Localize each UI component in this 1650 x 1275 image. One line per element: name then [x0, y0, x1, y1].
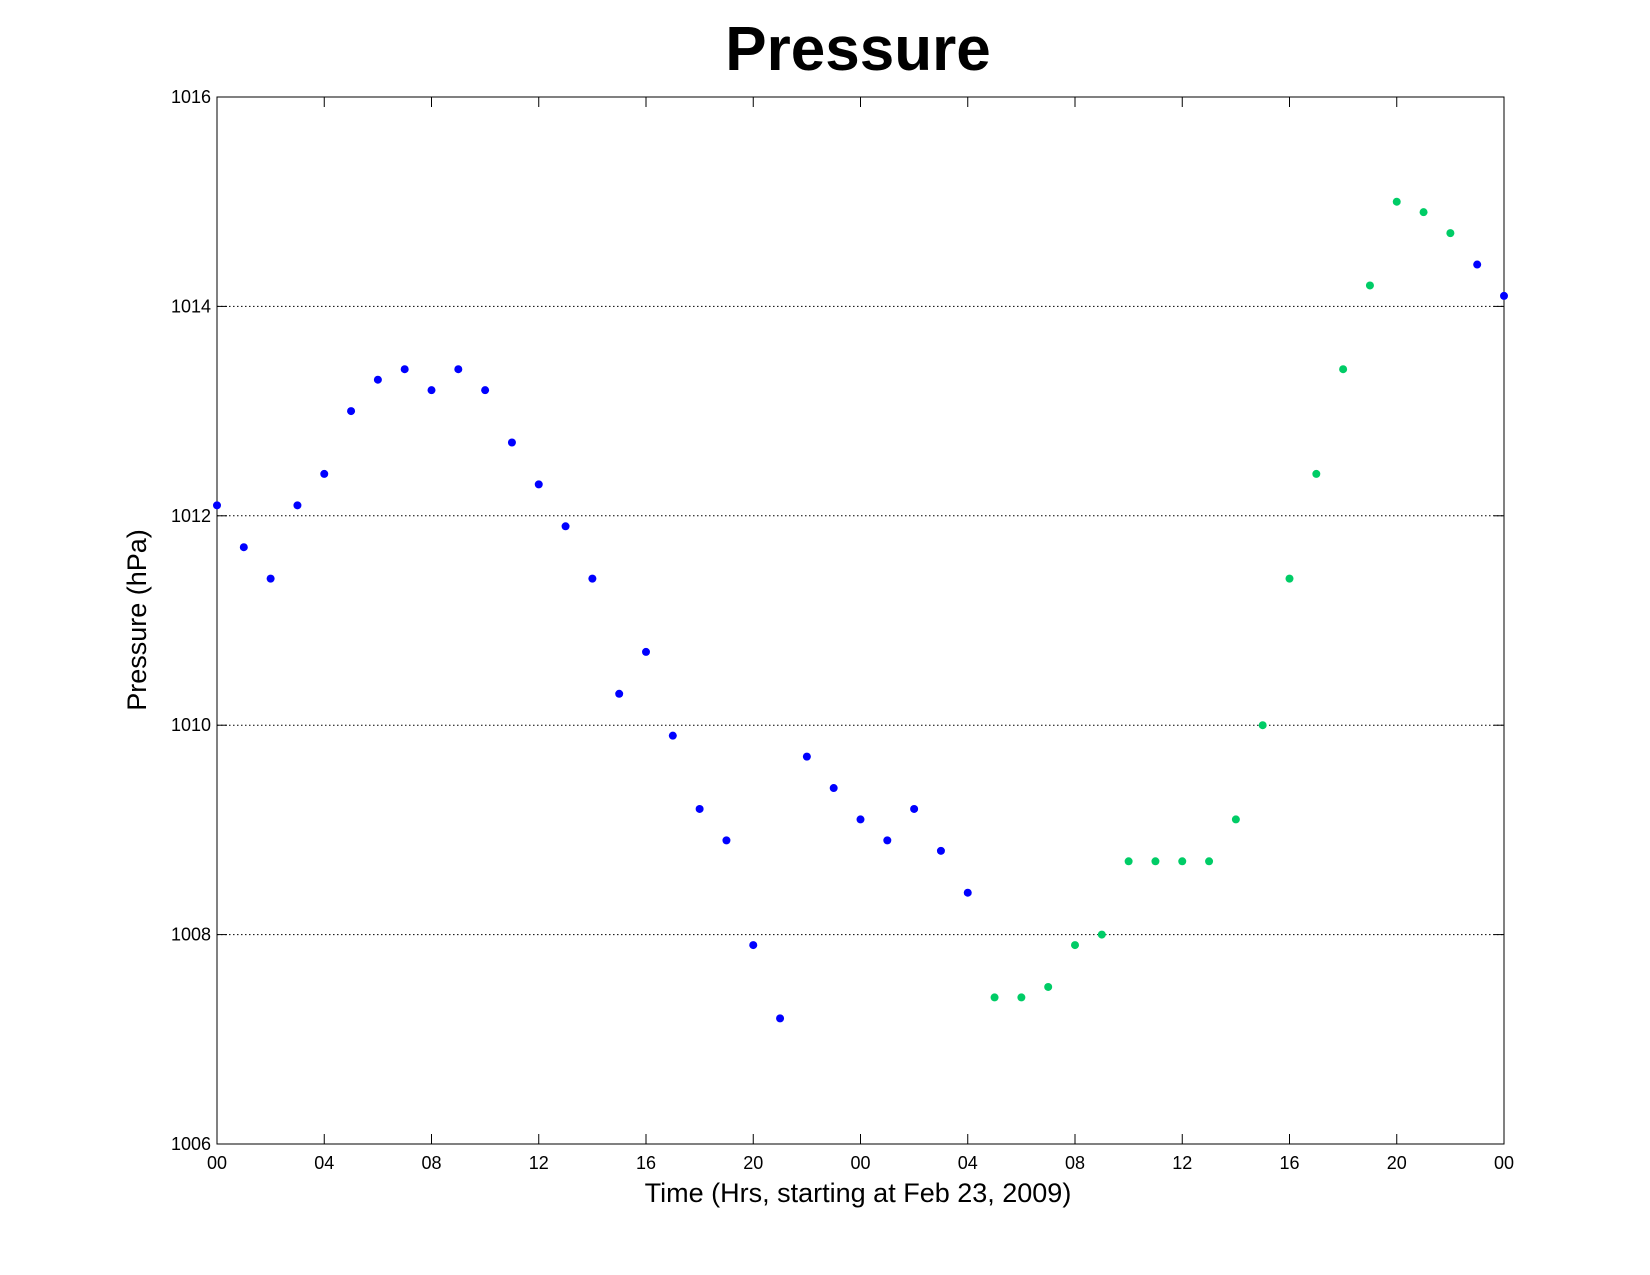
- data-point-series-1: [454, 365, 463, 374]
- data-point-series-2: [1446, 229, 1455, 238]
- data-point-series-2: [1285, 574, 1294, 583]
- data-point-series-1: [856, 815, 865, 824]
- x-tick-label: 20: [743, 1153, 763, 1173]
- data-point-series-2: [1419, 208, 1428, 217]
- data-point-series-2: [1044, 982, 1053, 991]
- data-point-series-1: [883, 836, 892, 845]
- data-point-series-1: [1500, 291, 1508, 300]
- data-point-series-1: [373, 375, 382, 384]
- data-point-series-1: [293, 501, 302, 510]
- x-tick-label: 16: [1279, 1153, 1299, 1173]
- data-point-series-1: [507, 438, 516, 447]
- data-point-series-1: [1473, 260, 1482, 269]
- data-point-series-1: [320, 469, 329, 478]
- data-point-series-2: [1231, 815, 1240, 824]
- data-point-series-2: [1017, 993, 1026, 1002]
- data-point-series-1: [266, 574, 275, 583]
- y-tick-label: 1012: [171, 506, 211, 526]
- data-point-series-1: [481, 386, 490, 395]
- x-tick-label: 08: [1065, 1153, 1085, 1173]
- x-tick-label: 00: [850, 1153, 870, 1173]
- y-tick-label: 1014: [171, 296, 211, 316]
- chart-title: Pressure: [725, 15, 990, 84]
- data-point-series-2: [1124, 857, 1133, 866]
- data-point-series-2: [1071, 941, 1079, 950]
- data-point-series-1: [534, 480, 543, 489]
- data-point-series-1: [963, 888, 972, 897]
- data-point-series-2: [1178, 857, 1187, 866]
- x-tick-label: 12: [1172, 1153, 1192, 1173]
- data-point-series-1: [910, 804, 919, 813]
- x-tick-label: 12: [529, 1153, 549, 1173]
- data-point-series-1: [668, 731, 677, 740]
- data-point-series-2: [990, 993, 999, 1002]
- data-point-series-1: [695, 804, 704, 813]
- data-point-series-1: [561, 522, 570, 531]
- data-point-series-1: [400, 365, 409, 374]
- x-tick-label: 00: [207, 1153, 227, 1173]
- data-point-series-1: [239, 543, 248, 552]
- y-tick-label: 1016: [171, 87, 211, 107]
- grid-layer: [217, 305, 1504, 936]
- x-tick-label: 16: [636, 1153, 656, 1173]
- data-point-series-2: [1258, 721, 1267, 730]
- x-tick-label: 04: [958, 1153, 978, 1173]
- y-tick-label: 1006: [171, 1134, 211, 1154]
- data-point-series-1: [347, 407, 356, 416]
- data-point-series-1: [642, 647, 650, 656]
- data-point-series-1: [749, 941, 758, 950]
- x-tick-label: 00: [1494, 1153, 1514, 1173]
- y-tick-label: 1008: [171, 925, 211, 945]
- data-point-series-1: [213, 501, 221, 510]
- data-points: [213, 197, 1508, 1023]
- y-axis-label: Pressure (hPa): [122, 529, 152, 711]
- data-point-series-2: [1365, 281, 1374, 290]
- x-axis-label: Time (Hrs, starting at Feb 23, 2009): [645, 1178, 1072, 1208]
- plot-frame: [216, 96, 1505, 1145]
- data-point-series-2: [1392, 197, 1401, 206]
- data-point-series-2: [1097, 930, 1106, 939]
- x-tick-label: 08: [421, 1153, 441, 1173]
- tick-layer: 1006 1008 1010 1012 1014 1016 00 04 08 12 16 20 00 04…: [171, 87, 1514, 1173]
- data-point-series-2: [1312, 469, 1321, 478]
- data-point-series-2: [1205, 857, 1214, 866]
- data-point-series-1: [722, 836, 731, 845]
- data-point-series-1: [936, 846, 945, 855]
- data-point-series-1: [829, 784, 838, 793]
- x-tick-label: 04: [314, 1153, 334, 1173]
- data-point-series-1: [615, 689, 624, 698]
- data-point-series-2: [1339, 365, 1348, 374]
- data-point-series-2: [1151, 857, 1160, 866]
- data-point-series-1: [588, 574, 597, 583]
- data-point-series-1: [427, 386, 436, 395]
- x-tick-label: 20: [1387, 1153, 1407, 1173]
- data-point-series-1: [776, 1014, 785, 1023]
- data-point-series-1: [802, 752, 811, 761]
- y-tick-label: 1010: [171, 715, 211, 735]
